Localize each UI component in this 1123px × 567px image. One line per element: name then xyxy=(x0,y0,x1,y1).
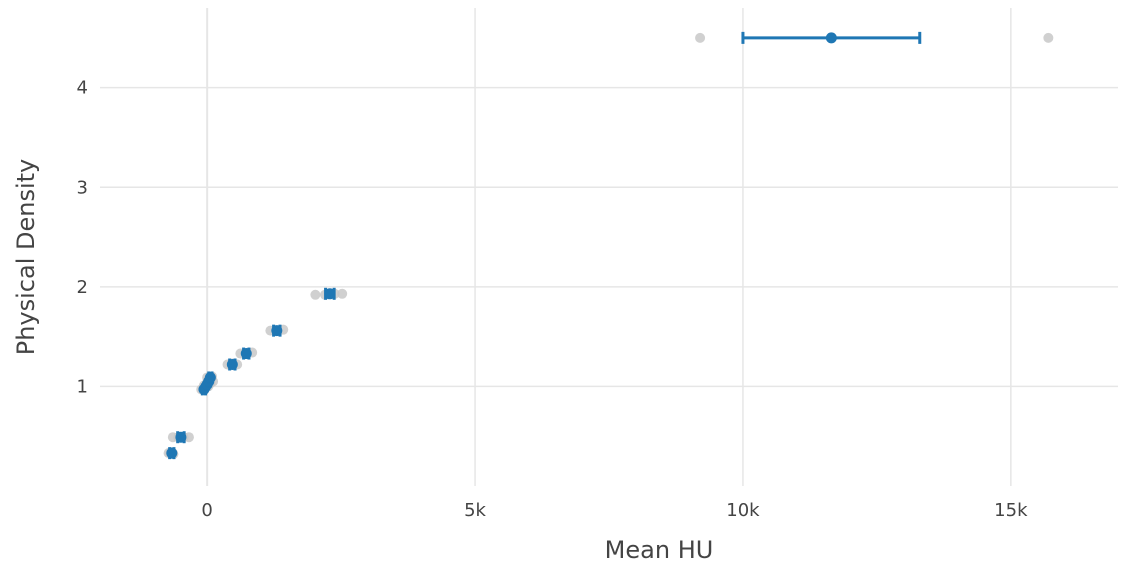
mean-point xyxy=(271,325,283,337)
y-tick-label: 1 xyxy=(77,376,88,397)
measurement-point xyxy=(695,32,706,43)
mean-point xyxy=(204,371,216,383)
mean-point-with-error xyxy=(226,358,238,371)
y-axis-title: Physical Density xyxy=(12,159,40,356)
mean-point-with-error xyxy=(240,347,252,360)
measurement-point xyxy=(1043,32,1054,43)
mean-point xyxy=(240,348,252,360)
mean-point-with-error xyxy=(175,431,187,444)
mean-point xyxy=(324,288,336,300)
x-tick-label: 0 xyxy=(201,500,212,521)
mean-point-with-error xyxy=(271,324,283,337)
tick-labels: 0 5k 10k 15k 1 2 3 4 xyxy=(77,78,1029,521)
y-tick-label: 2 xyxy=(77,277,88,298)
mean-point xyxy=(166,447,178,459)
mean-point xyxy=(226,359,238,371)
x-tick-label: 10k xyxy=(726,500,760,521)
x-tick-label: 5k xyxy=(464,500,486,521)
y-tick-label: 3 xyxy=(77,177,88,198)
y-tick-label: 4 xyxy=(77,78,88,99)
mean-point xyxy=(175,431,187,443)
mean-point-with-error xyxy=(204,371,216,384)
mean-point-with-error xyxy=(324,287,336,300)
measurement-point xyxy=(337,288,348,299)
grid xyxy=(100,8,1118,486)
mean-point-with-error xyxy=(166,447,178,460)
plot-marks xyxy=(163,31,1054,460)
measurement-point xyxy=(310,289,321,300)
mean-point xyxy=(825,32,837,44)
mean-point-with-error xyxy=(741,31,922,44)
x-tick-label: 15k xyxy=(994,500,1028,521)
x-axis-title: Mean HU xyxy=(605,536,714,564)
